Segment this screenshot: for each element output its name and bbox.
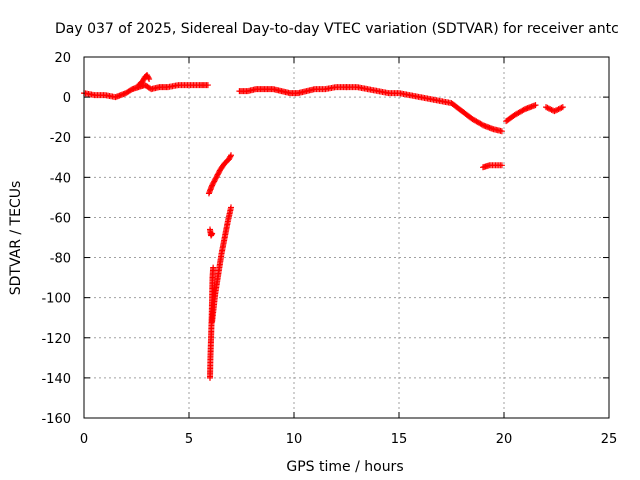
- data-point: [145, 74, 152, 81]
- series-segment: [480, 162, 505, 171]
- series-segment: [503, 102, 539, 125]
- y-tick-labels: 20 0 -20 -40 -60 -80 -100 -120 -140 -160: [41, 51, 71, 427]
- x-axis-label: GPS time / hours: [286, 459, 403, 475]
- y-tick-label: -140: [41, 372, 71, 387]
- y-tick-label: -20: [50, 131, 71, 146]
- data-point: [554, 106, 561, 113]
- y-tick-label: -40: [50, 171, 71, 186]
- data-point: [520, 106, 527, 113]
- data-point: [559, 104, 566, 111]
- chart-title: Day 037 of 2025, Sidereal Day-to-day VTE…: [55, 21, 619, 37]
- data-point: [478, 121, 485, 128]
- data-point: [210, 264, 217, 271]
- y-tick-label: -100: [41, 292, 71, 307]
- plot-frame: [83, 56, 610, 419]
- x-tick-label: 5: [185, 432, 193, 447]
- data-point: [228, 204, 234, 211]
- y-tick-label: -160: [41, 412, 71, 427]
- data-point: [146, 76, 153, 83]
- y-axis-label: SDTVAR / TECUs: [8, 181, 24, 296]
- grid-lines: [84, 57, 609, 418]
- series-segment: [207, 226, 216, 239]
- data-point: [551, 108, 558, 115]
- x-tick-label: 0: [80, 432, 88, 447]
- series-segment: [236, 84, 350, 97]
- data-point: [204, 82, 211, 89]
- x-tick-labels: 0 5 10 15 20 25: [80, 432, 617, 447]
- x-tick-label: 20: [496, 432, 513, 447]
- y-tick-label: -120: [41, 332, 71, 347]
- data-point: [544, 104, 551, 111]
- data-point: [532, 102, 539, 109]
- y-tick-label: 0: [63, 91, 71, 106]
- series-segment: [135, 72, 153, 89]
- y-tick-label: 20: [54, 51, 71, 66]
- series-segment: [209, 204, 234, 325]
- x-tick-label: 10: [286, 432, 303, 447]
- axis-ticks: [83, 56, 610, 419]
- data-points: [81, 72, 566, 381]
- y-tick-label: -80: [50, 252, 71, 267]
- series-segment: [81, 82, 211, 101]
- data-point: [498, 128, 505, 135]
- data-point: [547, 106, 554, 113]
- data-point: [209, 230, 216, 237]
- data-point: [227, 153, 234, 160]
- series-segment: [205, 152, 234, 197]
- series-segment: [343, 84, 505, 135]
- y-tick-label: -60: [50, 211, 71, 226]
- x-tick-label: 15: [391, 432, 408, 447]
- data-point: [228, 152, 234, 159]
- x-tick-label: 25: [601, 432, 618, 447]
- data-point: [498, 162, 505, 169]
- series-segment: [543, 104, 566, 115]
- data-point: [558, 104, 565, 111]
